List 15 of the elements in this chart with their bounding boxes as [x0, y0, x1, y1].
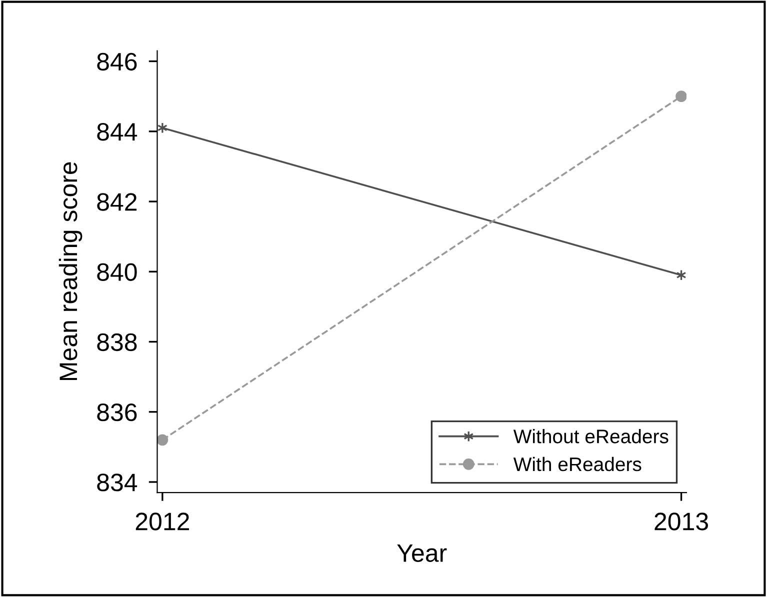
y-tick-label: 846 [97, 52, 137, 71]
y-tick-label: 844 [97, 122, 138, 141]
point [676, 90, 686, 102]
x-tick-label: 2012 [136, 512, 189, 530]
y-axis-title: Mean reading score [58, 162, 82, 380]
point [157, 434, 168, 446]
y-tick-label: 840 [97, 263, 137, 281]
legend-label: Without eReaders [513, 429, 668, 444]
x-axis-title: Year [397, 544, 447, 562]
y-tick-label: 834 [97, 474, 138, 492]
y-tick-label: 842 [97, 193, 137, 211]
y-tick-label: 838 [97, 333, 137, 352]
x-tick-label: 2013 [654, 512, 708, 530]
y-tick-label: 836 [97, 403, 137, 422]
legend-label: With eReaders [513, 456, 642, 472]
